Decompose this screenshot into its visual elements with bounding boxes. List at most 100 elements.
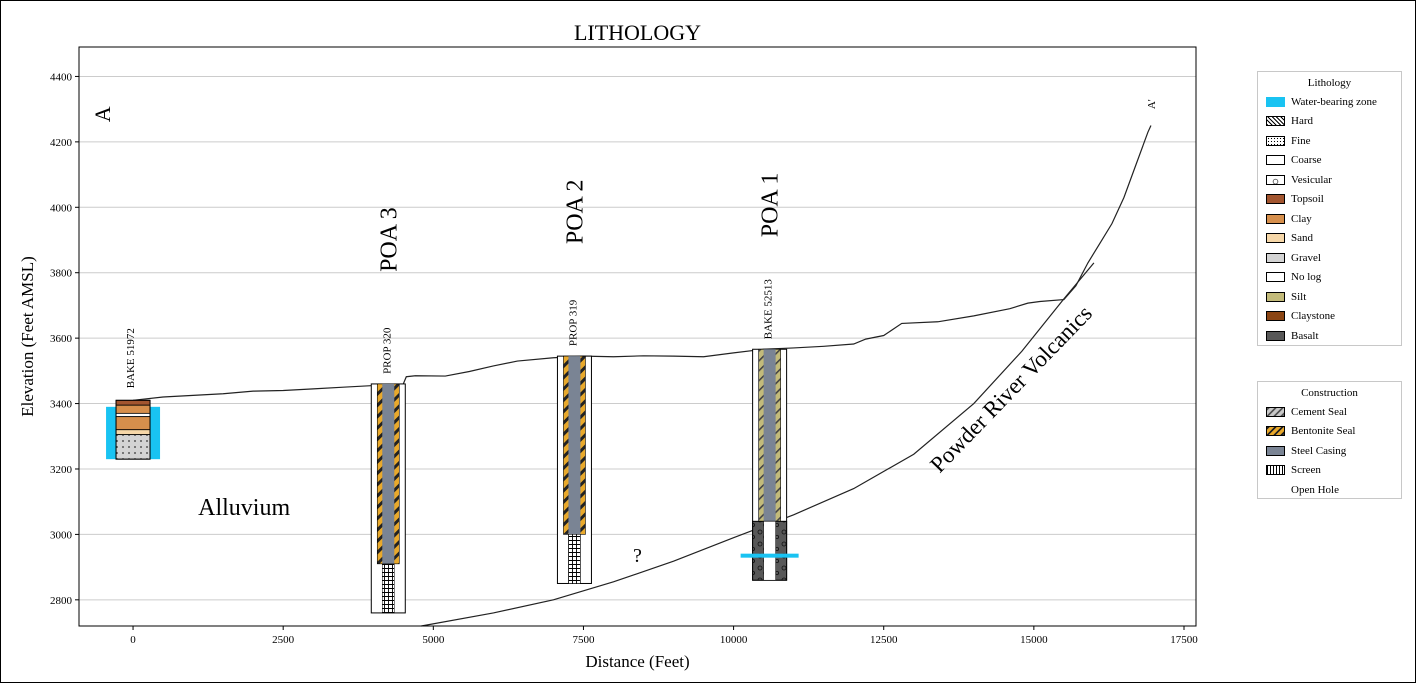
legend-label-screen: Screen — [1291, 464, 1321, 477]
legend-label-sand: Sand — [1291, 232, 1313, 245]
legend-entry-gravel: Gravel — [1258, 248, 1401, 268]
legend-swatch-openhole — [1266, 485, 1285, 495]
legend-entry-silt: Silt — [1258, 287, 1401, 307]
legend-label-clay: Clay — [1291, 212, 1312, 225]
y-tick-label-4200: 4200 — [50, 137, 73, 149]
legend-entry-basalt: Basalt — [1258, 326, 1401, 346]
legend-swatch-gravel — [1266, 252, 1285, 263]
well-1-layer-fine — [115, 412, 151, 418]
well-1-borehole — [115, 399, 151, 460]
well-1-layer-topsoil — [115, 399, 151, 406]
well-2-steel-casing — [382, 383, 395, 564]
x-tick-label-15000: 15000 — [1020, 634, 1048, 646]
well-3-label: POA 2 — [562, 179, 588, 244]
legend-label-casing: Steel Casing — [1291, 444, 1347, 457]
x-tick-label-17500: 17500 — [1170, 634, 1198, 646]
legend-label-cement: Cement Seal — [1291, 405, 1347, 418]
legend-swatch-fine — [1266, 135, 1285, 146]
legend-swatch-cement — [1266, 406, 1285, 417]
y-tick-label-2800: 2800 — [50, 595, 73, 607]
x-tick-label-10000: 10000 — [720, 634, 748, 646]
x-tick-label-0: 0 — [130, 634, 136, 646]
legend-swatch-topsoil — [1266, 194, 1285, 205]
legend-entry-nolog: No log — [1258, 268, 1401, 288]
y-tick-label-4400: 4400 — [50, 71, 73, 83]
well-1-name: BAKE 51972 — [125, 328, 137, 388]
ground-surface-line — [132, 125, 1152, 401]
annotation-a-prime: A' — [1146, 99, 1158, 109]
well-2-name: PROP 320 — [381, 327, 393, 374]
y-tick-label-3400: 3400 — [50, 399, 73, 411]
x-tick-label-7500: 7500 — [572, 634, 595, 646]
construction-legend: Construction Cement Seal Bentonite Seal St… — [1257, 381, 1402, 499]
well-1-layer-clay — [115, 416, 151, 431]
well-3-screen — [568, 534, 581, 584]
legend-label-coarse: Coarse — [1291, 154, 1322, 167]
legend-entry-fine: Fine — [1258, 131, 1401, 151]
x-axis-label: Distance (Feet) — [585, 652, 689, 671]
legend-swatch-casing — [1266, 445, 1285, 456]
well-1-layer-sand — [115, 429, 151, 436]
well-1-layer-clay — [115, 404, 151, 414]
legend-entry-bentonite: Bentonite Seal — [1258, 422, 1401, 442]
well-2-screen — [382, 563, 395, 614]
legend-swatch-silt — [1266, 291, 1285, 302]
annotation-powder-river-volcanics: Powder River Volcanics — [925, 301, 1097, 478]
annotation-alluvium: Alluvium — [198, 495, 290, 521]
legend-label-gravel: Gravel — [1291, 251, 1321, 264]
legend-entry-cement: Cement Seal — [1258, 402, 1401, 422]
legend-entry-sand: Sand — [1258, 229, 1401, 249]
x-tick-label-5000: 5000 — [422, 634, 445, 646]
y-tick-label-3000: 3000 — [50, 529, 73, 541]
legend-label-silt: Silt — [1291, 290, 1307, 303]
y-tick-label-3600: 3600 — [50, 333, 73, 345]
legend-entry-casing: Steel Casing — [1258, 441, 1401, 461]
legend-entry-hard: Hard — [1258, 112, 1401, 132]
legend-label-nolog: No log — [1291, 271, 1322, 284]
y-axis-label: Elevation (Feet AMSL) — [18, 256, 37, 417]
legend-entry-coarse: Coarse — [1258, 151, 1401, 171]
volcanics-contact-line — [421, 262, 1095, 627]
well-3-name: PROP 319 — [567, 299, 579, 346]
annotation-a: A — [90, 106, 115, 122]
legend-swatch-clay — [1266, 213, 1285, 224]
well-4-open-hole — [763, 521, 776, 581]
legend-swatch-coarse — [1266, 155, 1285, 166]
well-3-steel-casing — [568, 356, 581, 535]
legend-entry-water: Water-bearing zone — [1258, 92, 1401, 112]
well-4-water-zone — [740, 553, 799, 558]
legend-label-hard: Hard — [1291, 115, 1313, 128]
legend-entry-clay: Clay — [1258, 209, 1401, 229]
legend-swatch-vesicular — [1266, 174, 1285, 185]
legend-swatch-hard — [1266, 116, 1285, 127]
legend-label-vesicular: Vesicular — [1291, 173, 1332, 186]
annotation-question: ? — [633, 545, 642, 567]
well-4-name: BAKE 52513 — [763, 279, 775, 340]
x-tick-label-2500: 2500 — [272, 634, 295, 646]
legend-entry-openhole: Open Hole — [1258, 480, 1401, 500]
legend-swatch-sand — [1266, 233, 1285, 244]
legend-swatch-basalt — [1266, 330, 1285, 341]
well-2-label: POA 3 — [376, 207, 402, 272]
well-1-layer-gravel — [115, 434, 151, 460]
legend-label-basalt: Basalt — [1291, 329, 1319, 342]
x-tick-label-12500: 12500 — [870, 634, 898, 646]
legend-swatch-claystone — [1266, 311, 1285, 322]
lithology-legend-title: Lithology — [1307, 77, 1352, 89]
chart-title: LITHOLOGY — [574, 20, 701, 45]
construction-legend-title: Construction — [1301, 387, 1358, 399]
well-4-label: POA 1 — [758, 173, 784, 238]
legend-entry-claystone: Claystone — [1258, 307, 1401, 327]
y-tick-label-3200: 3200 — [50, 464, 73, 476]
lithology-legend: Lithology Water-bearing zone Hard Fine Coar… — [1257, 71, 1402, 346]
well-4-steel-casing — [763, 349, 776, 522]
legend-label-bentonite: Bentonite Seal — [1291, 425, 1356, 438]
legend-label-water: Water-bearing zone — [1291, 95, 1377, 108]
legend-entry-topsoil: Topsoil — [1258, 190, 1401, 210]
y-tick-label-3800: 3800 — [50, 268, 73, 280]
legend-swatch-nolog — [1266, 272, 1285, 283]
plot-frame — [78, 46, 1197, 627]
legend-label-topsoil: Topsoil — [1291, 193, 1324, 206]
